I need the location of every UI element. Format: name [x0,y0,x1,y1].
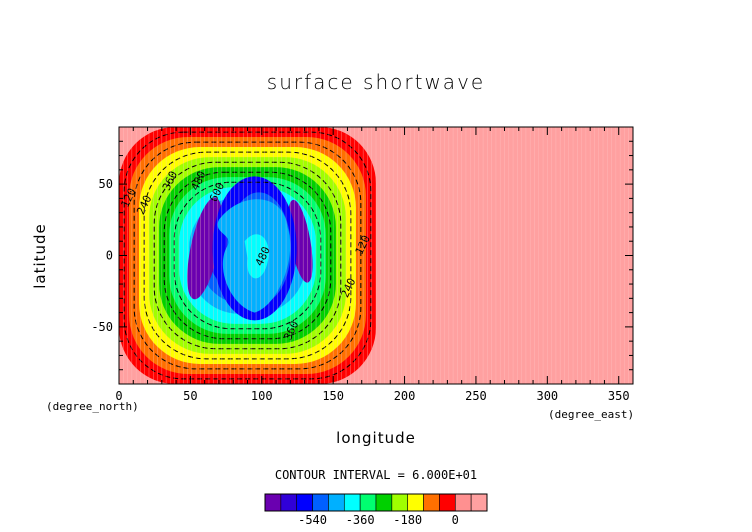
y-tick-label: -50 [91,320,113,334]
x-tick-label: 200 [394,389,416,403]
colorbar-cell [423,493,440,512]
colorbar-cell [280,493,298,512]
x-tick-label: 0 [115,389,122,403]
colorbar-cell [375,493,393,512]
colorbar-cell [264,493,282,512]
contour-band [288,199,313,283]
colorbar-frame [264,493,488,512]
colorbar-cell [328,493,345,512]
colorbar-cell [439,493,456,512]
colorbar-cell [343,493,361,512]
y-tick-label: 50 [99,177,113,191]
colorbar-cell [470,493,488,512]
x-tick-label: 250 [465,389,487,403]
x-tick-label: 300 [536,389,558,403]
x-axis-label-text: longitude [336,429,416,447]
colorbar-tick-label: 0 [452,513,459,527]
contour-interval-label: CONTOUR INTERVAL = 6.000E+01 [274,468,478,482]
x-tick-label: 50 [183,389,197,403]
x-tick-label: 350 [608,389,630,403]
colorbar-tick-label: -360 [346,513,375,527]
colorbar-cell [296,493,313,512]
y-tick-label: 0 [106,249,113,263]
colorbar-cell [454,493,472,512]
colorbar-cell [359,493,377,512]
colorbar-tick-label: -540 [298,513,327,527]
colorbar-cell [391,493,409,512]
y-axis-label: latitude [31,223,49,289]
x-axis-unit: (degree_east) [548,408,635,421]
x-tick-label: 150 [322,389,344,403]
colorbar-cell [407,493,424,512]
contour-band [244,234,269,279]
colorbar-cell [312,493,329,512]
chart-title: surface shortwave [266,70,486,94]
x-tick-label: 100 [251,389,273,403]
colorbar-tick-label: -180 [393,513,422,527]
y-axis-unit: (degree_north) [46,400,139,413]
